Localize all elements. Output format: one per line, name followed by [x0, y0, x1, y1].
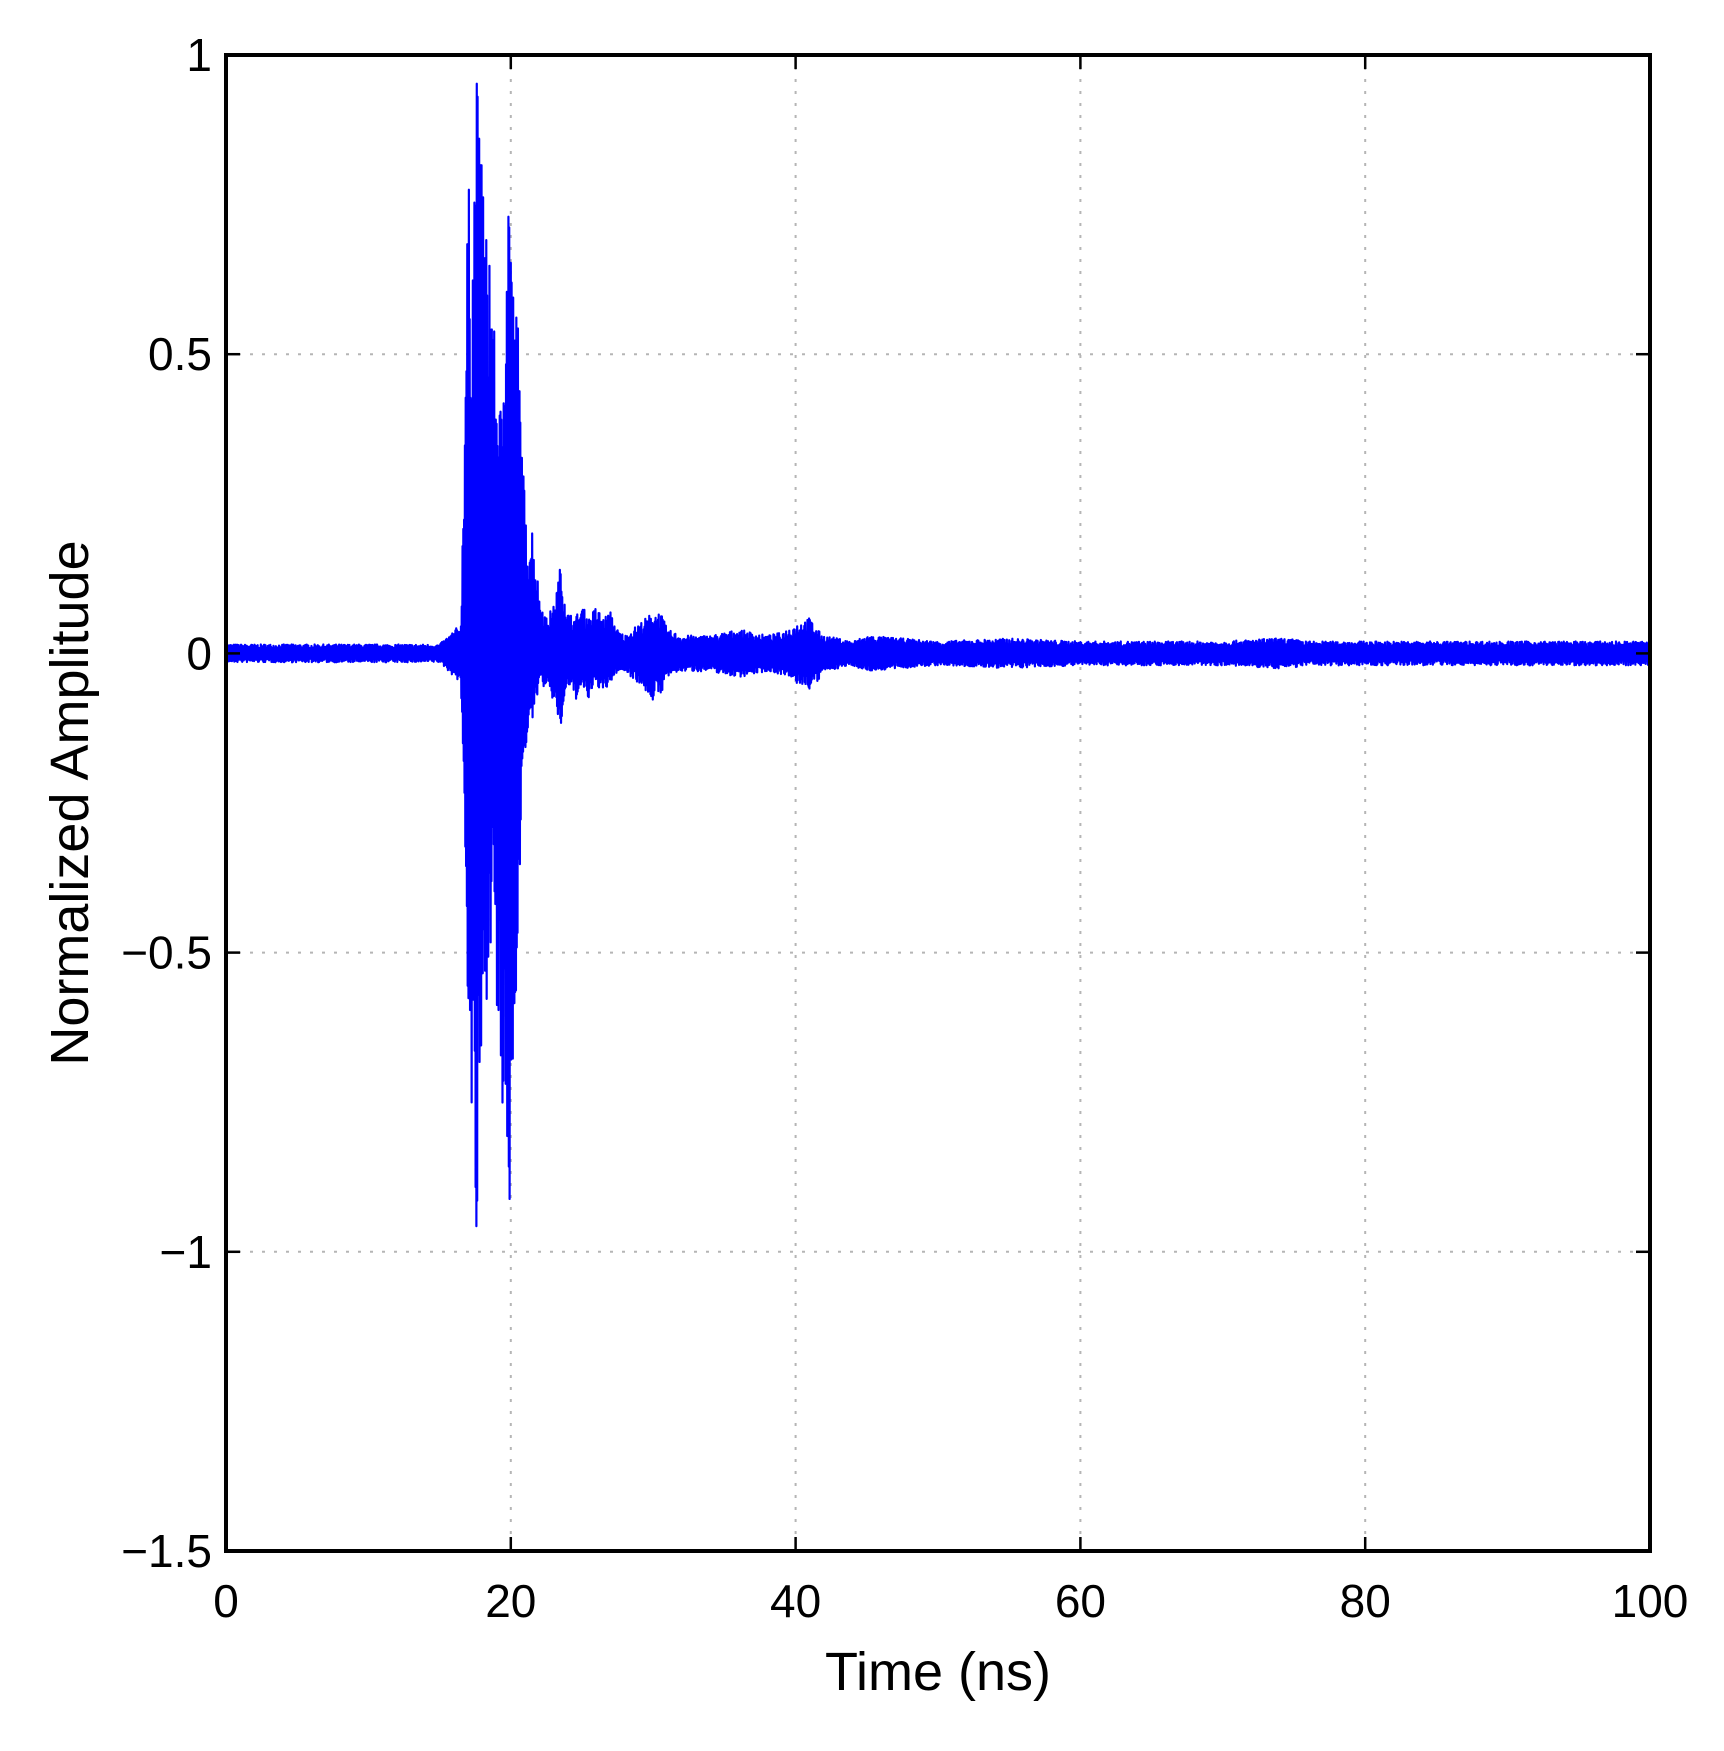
x-tick-label: 0	[213, 1575, 239, 1627]
x-tick-label: 20	[485, 1575, 536, 1627]
x-tick-label: 100	[1612, 1575, 1689, 1627]
y-tick-label: 1	[186, 29, 212, 81]
series-layer	[224, 82, 1652, 1228]
x-tick-label: 60	[1055, 1575, 1106, 1627]
series-line	[224, 82, 1652, 1228]
y-tick-label: −1	[160, 1226, 212, 1278]
plot-background	[226, 55, 1650, 1551]
x-tick-labels: 0 20 40 60 80 100	[213, 1575, 1688, 1627]
y-tick-label: 0	[186, 627, 212, 679]
y-tick-labels: 1 0.5 0 −0.5 −1 −1.5	[121, 29, 212, 1577]
x-tick-label: 80	[1340, 1575, 1391, 1627]
y-tick-label: 0.5	[148, 328, 212, 380]
y-tick-label: −1.5	[121, 1525, 212, 1577]
ticks	[224, 53, 1652, 1553]
x-axis-label: Time (ns)	[825, 1642, 1051, 1702]
y-tick-label: −0.5	[121, 927, 212, 979]
y-axis-label: Normalized Amplitude	[40, 540, 100, 1065]
axes-frame	[224, 53, 1652, 1553]
x-tick-label: 40	[770, 1575, 821, 1627]
